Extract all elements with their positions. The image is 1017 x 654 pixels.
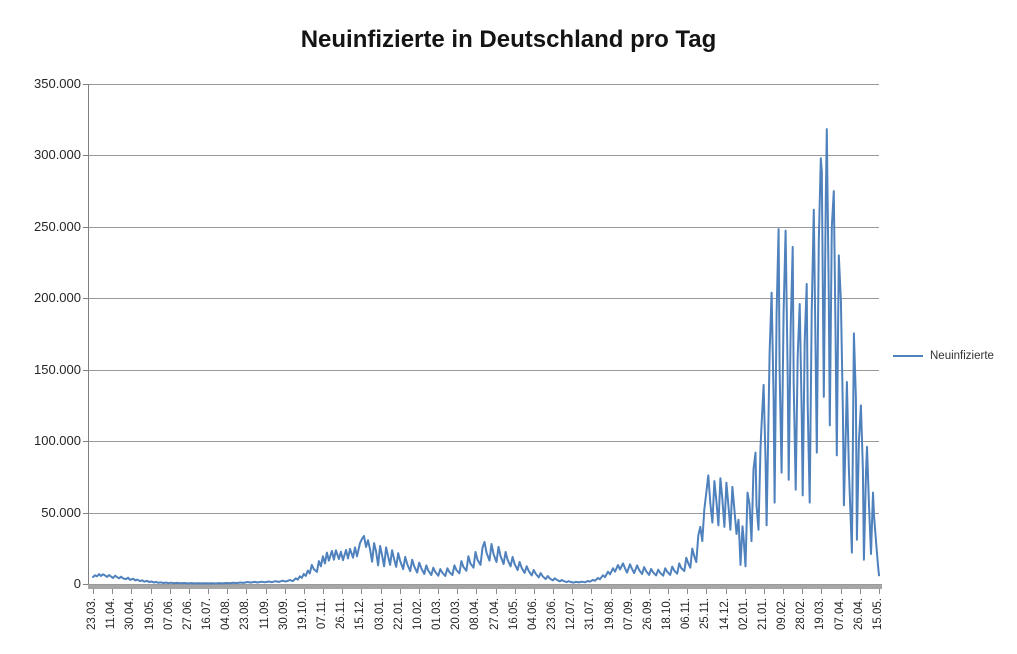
x-axis-tick xyxy=(783,589,785,594)
y-axis-tick xyxy=(83,584,89,585)
x-axis-tick xyxy=(648,589,650,594)
x-axis-tick xyxy=(188,589,190,594)
x-axis-tick xyxy=(610,589,612,594)
x-axis-tick xyxy=(112,589,114,594)
y-axis-tick xyxy=(83,155,89,157)
x-axis-tick xyxy=(457,589,459,594)
x-axis-tick xyxy=(706,589,708,594)
y-gridline xyxy=(89,84,879,85)
y-axis-tick-label: 300.000 xyxy=(34,147,81,163)
x-axis-tick xyxy=(246,589,248,594)
x-axis-tick xyxy=(840,589,842,594)
y-gridline xyxy=(89,369,879,371)
x-axis-tick xyxy=(533,589,535,594)
y-gridline xyxy=(89,155,879,157)
x-axis-tick xyxy=(687,589,689,594)
x-axis-tick xyxy=(591,589,593,594)
x-axis-tick xyxy=(284,589,286,594)
x-axis-tick xyxy=(668,589,670,594)
x-axis-tick xyxy=(303,589,305,594)
x-axis-tick xyxy=(514,589,516,594)
y-gridline xyxy=(89,512,879,514)
x-axis-tick xyxy=(763,589,765,594)
legend-series-label: Neuinfizierte xyxy=(930,350,994,362)
x-axis-tick xyxy=(227,589,229,594)
x-axis-tick xyxy=(725,589,727,594)
x-axis-tick xyxy=(821,589,823,594)
x-axis-tick xyxy=(208,589,210,594)
x-axis-tick xyxy=(879,589,880,594)
y-axis-tick-label: 350.000 xyxy=(34,76,81,91)
x-axis-tick xyxy=(93,589,94,594)
chart-title: Neuinfizierte in Deutschland pro Tag xyxy=(300,26,717,53)
x-axis-baseline xyxy=(88,584,882,589)
y-axis-tick xyxy=(83,298,89,300)
x-axis-tick xyxy=(323,589,325,594)
y-gridline xyxy=(89,226,879,228)
x-axis-tick xyxy=(629,589,631,594)
x-axis-tick xyxy=(169,589,171,594)
x-axis-tick xyxy=(131,589,133,594)
neuinfizierte-series-line xyxy=(92,128,880,585)
x-axis-tick xyxy=(342,589,344,594)
y-axis-line xyxy=(88,84,89,585)
y-axis-tick-label: 200.000 xyxy=(34,290,81,306)
y-axis-tick xyxy=(83,441,89,443)
x-axis-tick xyxy=(572,589,574,594)
y-axis-tick-label: 50.000 xyxy=(41,504,81,520)
y-axis-tick xyxy=(83,369,89,371)
legend-line-marker xyxy=(893,355,923,357)
x-axis-tick xyxy=(265,589,267,594)
x-axis-tick xyxy=(476,589,478,594)
y-axis-tick-label: 250.000 xyxy=(34,218,81,234)
y-gridline xyxy=(89,441,879,443)
x-axis-tick xyxy=(802,589,804,594)
y-axis-tick xyxy=(83,226,89,228)
y-gridline xyxy=(89,298,879,300)
legend: Neuinfizierte xyxy=(893,350,994,362)
x-axis-tick xyxy=(150,589,152,594)
x-axis-tick xyxy=(399,589,401,594)
y-axis-tick-label: 100.000 xyxy=(34,433,81,449)
y-axis-tick xyxy=(83,84,89,85)
x-axis-tick xyxy=(380,589,382,594)
x-axis-tick xyxy=(744,589,746,594)
y-axis-tick-label: 0 xyxy=(73,576,81,591)
x-axis-tick xyxy=(859,589,861,594)
x-axis-tick xyxy=(553,589,555,594)
x-axis-tick xyxy=(361,589,363,594)
x-axis-tick xyxy=(418,589,420,594)
x-axis-tick xyxy=(495,589,497,594)
y-axis-tick xyxy=(83,512,89,514)
x-axis-tick xyxy=(438,589,440,594)
y-axis-tick-label: 150.000 xyxy=(34,361,81,377)
